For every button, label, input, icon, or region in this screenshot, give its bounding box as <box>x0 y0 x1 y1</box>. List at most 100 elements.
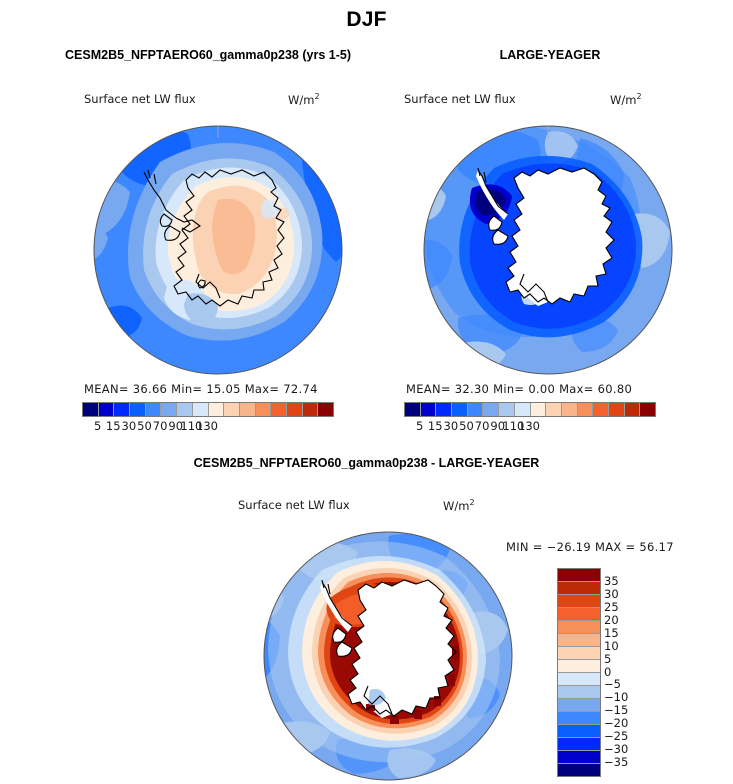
colorbar-tick-label: 70 <box>474 419 490 433</box>
colorbar-band <box>318 403 333 416</box>
coastline-diff <box>321 579 457 717</box>
panel-title-left: CESM2B5_NFPTAERO60_gamma0p238 (yrs 1-5) <box>65 48 351 62</box>
colorbar-difference[interactable] <box>557 568 601 777</box>
colorbar-band <box>114 403 131 416</box>
stats-right: MEAN= 32.30 Min= 0.00 Max= 60.80 <box>406 382 633 396</box>
units-text-right: W/m <box>610 92 637 107</box>
colorbar-band <box>436 403 453 416</box>
units-text-left: W/m <box>288 92 315 107</box>
colorbar-tick-label: 90 <box>168 419 184 433</box>
colorbar-tick-label: 20 <box>604 612 619 627</box>
colorbar-band <box>558 725 600 738</box>
colorbar-band <box>467 403 484 416</box>
colorbar-band <box>514 403 531 416</box>
colorbar-band <box>558 608 600 621</box>
colorbar-band <box>83 403 99 416</box>
map-diff-svg <box>263 531 513 781</box>
colorbar-tick-label: 35 <box>604 573 619 588</box>
colorbar-band <box>98 403 115 416</box>
units-label-left: W/m2 <box>288 92 320 107</box>
colorbar-tick-label: 5 <box>415 419 424 433</box>
colorbar-difference-ticks: 35 30 25 20 15 10 5 0 −5 −10 −15 −20 −25 −30 −35 <box>604 568 644 775</box>
coastline-left <box>143 169 285 307</box>
colorbar-band <box>558 647 600 660</box>
colorbar-band <box>558 621 600 634</box>
colorbar-band <box>130 403 146 416</box>
colorbar-tick-label: 30 <box>604 586 619 601</box>
colorbar-band <box>558 569 600 582</box>
panel-title-right: LARGE-YEAGER <box>499 48 601 62</box>
colorbar-band <box>255 403 272 416</box>
colorbar-band <box>483 403 500 416</box>
colorbar-tick-label: 70 <box>152 419 168 433</box>
colorbar-band <box>161 403 178 416</box>
map-left-svg <box>93 125 343 375</box>
colorbar-tick-label: −20 <box>604 716 629 731</box>
colorbar-band <box>286 403 303 416</box>
colorbar-tick-label: 15 <box>427 419 443 433</box>
panel-title-difference: CESM2B5_NFPTAERO60_gamma0p238 - LARGE-YE… <box>193 456 540 470</box>
colorbar-tick-label: −35 <box>604 755 629 770</box>
stats-left: MEAN= 36.66 Min= 15.05 Max= 72.74 <box>84 382 318 396</box>
season-title: DJF <box>346 8 387 31</box>
colorbar-band <box>192 403 209 416</box>
colorbar-tick-label: 5 <box>93 419 102 433</box>
colorbar-band <box>640 403 655 416</box>
units-label-diff: W/m2 <box>443 498 475 513</box>
colorbar-tick-label: 10 <box>604 638 619 653</box>
field-label-left: Surface net LW flux <box>84 92 196 106</box>
colorbar-band <box>420 403 437 416</box>
colorbar-right[interactable] <box>404 402 656 417</box>
minmax-diff: MIN = −26.19 MAX = 56.17 <box>506 540 674 554</box>
colorbar-band <box>558 660 600 673</box>
colorbar-band <box>558 712 600 725</box>
units-text-diff: W/m <box>443 498 470 513</box>
colorbar-tick-label: −10 <box>604 690 629 705</box>
colorbar-band <box>561 403 578 416</box>
units-exponent-diff: 2 <box>469 498 475 507</box>
colorbar-right-ticks: 5 15 30 50 70 90 110 130 <box>404 419 654 433</box>
field-label-right: Surface net LW flux <box>404 92 516 106</box>
field-label-diff: Surface net LW flux <box>238 498 350 512</box>
colorbar-tick-label: 30 <box>121 419 137 433</box>
colorbar-band <box>624 403 641 416</box>
map-panel-right[interactable] <box>398 122 698 378</box>
map-right-svg <box>423 125 673 375</box>
colorbar-left-ticks: 5 15 30 50 70 90 110 130 <box>82 419 332 433</box>
colorbar-band <box>239 403 256 416</box>
colorbar-band <box>271 403 287 416</box>
colorbar-band <box>558 595 600 608</box>
units-label-right: W/m2 <box>610 92 642 107</box>
colorbar-band <box>499 403 515 416</box>
map-panel-difference[interactable] <box>238 528 538 784</box>
coastline-right <box>477 167 615 305</box>
colorbar-band <box>558 699 600 712</box>
colorbar-tick-label: 15 <box>105 419 121 433</box>
colorbar-tick-label: 130 <box>196 419 218 433</box>
colorbar-band <box>558 582 600 595</box>
colorbar-tick-label: −15 <box>604 703 629 718</box>
colorbar-tick-label: 30 <box>443 419 459 433</box>
colorbar-band <box>224 403 240 416</box>
colorbar-band <box>530 403 547 416</box>
colorbar-tick-label: 5 <box>604 651 612 666</box>
map-diff-field <box>264 532 512 780</box>
colorbar-left[interactable] <box>82 402 334 417</box>
units-exponent-right: 2 <box>636 92 642 101</box>
colorbar-band <box>608 403 625 416</box>
colorbar-band <box>558 686 600 699</box>
colorbar-tick-label: −25 <box>604 729 629 744</box>
colorbar-tick-label: 110 <box>502 419 525 433</box>
colorbar-tick-label: 50 <box>137 419 152 433</box>
colorbar-tick-label: −30 <box>604 742 629 757</box>
colorbar-band <box>558 764 600 776</box>
colorbar-tick-label: 90 <box>490 419 506 433</box>
colorbar-band <box>558 751 600 764</box>
map-panel-left[interactable] <box>68 122 368 378</box>
colorbar-band <box>145 403 162 416</box>
colorbar-band <box>452 403 468 416</box>
colorbar-band <box>177 403 193 416</box>
colorbar-tick-label: 15 <box>604 625 619 640</box>
colorbar-band <box>208 403 225 416</box>
colorbar-band <box>558 738 600 751</box>
